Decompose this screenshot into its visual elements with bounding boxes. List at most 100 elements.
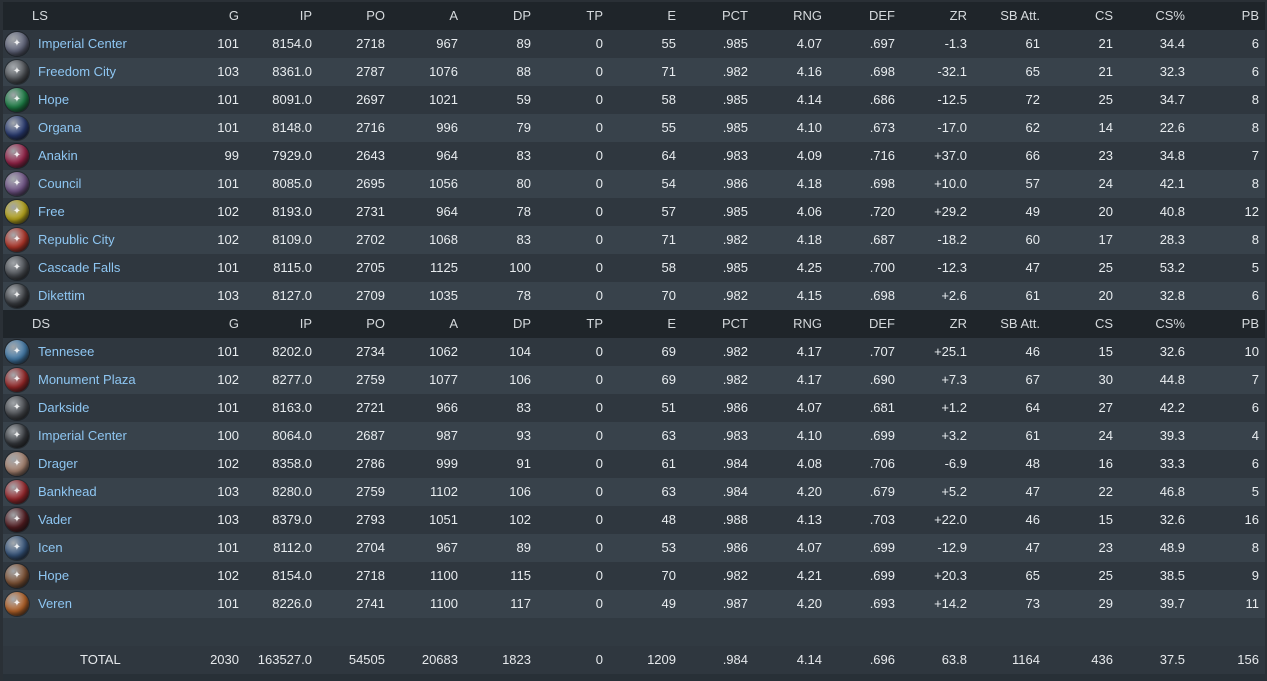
stat-g: 102 <box>217 568 239 583</box>
column-header-cs[interactable]: CS% <box>1155 8 1185 23</box>
team-name-link[interactable]: Hope <box>38 568 70 583</box>
team-name-link[interactable]: Free <box>38 204 65 219</box>
stat-sb-att: 65 <box>1025 568 1040 583</box>
column-header-po[interactable]: PO <box>366 316 385 331</box>
column-header-cs[interactable]: CS <box>1094 316 1113 331</box>
column-header-sb-att[interactable]: SB Att. <box>1000 316 1040 331</box>
column-header-def[interactable]: DEF <box>869 8 895 23</box>
stat-def: .707 <box>869 344 895 359</box>
stat-cs: 16 <box>1098 456 1113 471</box>
table-row: ✦ Free 102 8193.0 2731 964 78 0 57 .985 4.06 .720 +2… <box>3 198 1265 226</box>
stat-pb: 10 <box>1244 344 1259 359</box>
team-name-link[interactable]: Imperial Center <box>38 428 127 443</box>
column-header-cs[interactable]: CS <box>1094 8 1113 23</box>
column-header-dp[interactable]: DP <box>512 316 531 331</box>
stat-po: 2705 <box>356 260 385 275</box>
team-name-link[interactable]: Hope <box>38 92 70 107</box>
column-header-g[interactable]: G <box>228 316 239 331</box>
stat-g: 101 <box>217 36 239 51</box>
column-header-sb-att[interactable]: SB Att. <box>1000 8 1040 23</box>
column-header-cs[interactable]: CS% <box>1155 316 1185 331</box>
column-header-a[interactable]: A <box>449 8 458 23</box>
column-header-pb[interactable]: PB <box>1241 316 1259 331</box>
stat-dp: 117 <box>510 596 531 611</box>
team-name-link[interactable]: Vader <box>38 512 72 527</box>
team-name-link[interactable]: Organa <box>38 120 82 135</box>
column-header-g[interactable]: G <box>228 8 239 23</box>
team-name-link[interactable]: Freedom City <box>38 64 117 79</box>
column-header-dp[interactable]: DP <box>512 8 531 23</box>
column-header-e[interactable]: E <box>667 316 676 331</box>
stat-cs: 40.8 <box>1159 204 1185 219</box>
stat-zr: -12.5 <box>937 92 967 107</box>
stat-dp: 78 <box>516 204 531 219</box>
column-header-tp[interactable]: TP <box>586 8 603 23</box>
team-fielding-stats-table: LS G IP PO A DP TP E PCT RNG DEF ZR SB Att. CS CS% PB ✦ I… <box>3 2 1265 681</box>
column-header-rng[interactable]: RNG <box>793 8 822 23</box>
imperial-center-badge-icon: ✦ <box>5 32 29 56</box>
stat-po: 2741 <box>356 596 385 611</box>
dikettim-badge-icon: ✦ <box>5 284 29 308</box>
column-header-e[interactable]: E <box>667 8 676 23</box>
team-name-link[interactable]: Drager <box>38 456 78 471</box>
stat-a: 1102 <box>430 484 458 499</box>
column-header-ip[interactable]: IP <box>299 8 312 23</box>
stat-a: 1021 <box>429 92 458 107</box>
stat-pb: 12 <box>1244 204 1259 219</box>
column-header-a[interactable]: A <box>449 316 458 331</box>
stat-tp: 0 <box>595 288 603 303</box>
team-name-link[interactable]: Anakin <box>38 148 78 163</box>
stat-e: 49 <box>661 596 676 611</box>
column-header-pb[interactable]: PB <box>1241 8 1259 23</box>
team-name-link[interactable]: Imperial Center <box>38 36 127 51</box>
team-name-link[interactable]: Icen <box>38 540 63 555</box>
stat-cs: 38.5 <box>1159 568 1185 583</box>
stat-cs: 39.7 <box>1159 596 1185 611</box>
stat-rng: 4.10 <box>796 428 822 443</box>
stat-tp: 0 <box>595 568 603 583</box>
stat-e: 55 <box>661 36 676 51</box>
stat-g: 102 <box>217 204 239 219</box>
stat-rng: 4.25 <box>796 260 822 275</box>
total-pb: 156 <box>1237 652 1259 667</box>
team-name-link[interactable]: Tennesee <box>38 344 95 359</box>
team-name-link[interactable]: Republic City <box>38 232 115 247</box>
column-header-pct[interactable]: PCT <box>722 316 748 331</box>
stat-g: 103 <box>217 64 239 79</box>
stat-pct: .987 <box>722 596 748 611</box>
column-header-zr[interactable]: ZR <box>949 316 967 331</box>
team-name-link[interactable]: Dikettim <box>38 288 85 303</box>
stat-po: 2718 <box>356 36 385 51</box>
stat-tp: 0 <box>595 148 603 163</box>
column-header-zr[interactable]: ZR <box>949 8 967 23</box>
table-row: ✦ Bankhead 103 8280.0 2759 1102 106 0 63 .984 4.20… <box>3 478 1265 506</box>
table-row: ✦ Organa 101 8148.0 2716 996 79 0 55 .985 4.10 .673… <box>3 114 1265 142</box>
stat-e: 55 <box>661 120 676 135</box>
column-header-pct[interactable]: PCT <box>722 8 748 23</box>
team-name-link[interactable]: Bankhead <box>38 484 97 499</box>
stat-dp: 83 <box>516 232 531 247</box>
column-header-tp[interactable]: TP <box>586 316 603 331</box>
stat-a: 1100 <box>430 568 458 583</box>
total-rng: 4.14 <box>796 652 822 667</box>
team-name-link[interactable]: Veren <box>38 596 72 611</box>
stat-e: 70 <box>661 568 676 583</box>
table-row: ✦ Imperial Center 101 8154.0 2718 967 89 0 55 .98… <box>3 30 1265 58</box>
stat-pct: .985 <box>722 36 748 51</box>
stat-cs: 30 <box>1098 372 1113 387</box>
column-header-po[interactable]: PO <box>366 8 385 23</box>
column-header-rng[interactable]: RNG <box>793 316 822 331</box>
stat-rng: 4.07 <box>796 400 822 415</box>
team-name-link[interactable]: Council <box>38 176 82 191</box>
total-po: 54505 <box>348 652 385 667</box>
team-name-link[interactable]: Cascade Falls <box>38 260 121 275</box>
stat-cs: 46.8 <box>1159 484 1185 499</box>
team-name-link[interactable]: Monument Plaza <box>38 372 136 387</box>
column-header-ip[interactable]: IP <box>299 316 312 331</box>
stat-ip: 8277.0 <box>272 372 312 387</box>
stat-po: 2718 <box>356 568 385 583</box>
stat-ip: 8091.0 <box>272 92 312 107</box>
stat-pct: .988 <box>722 512 748 527</box>
column-header-def[interactable]: DEF <box>869 316 895 331</box>
team-name-link[interactable]: Darkside <box>38 400 90 415</box>
